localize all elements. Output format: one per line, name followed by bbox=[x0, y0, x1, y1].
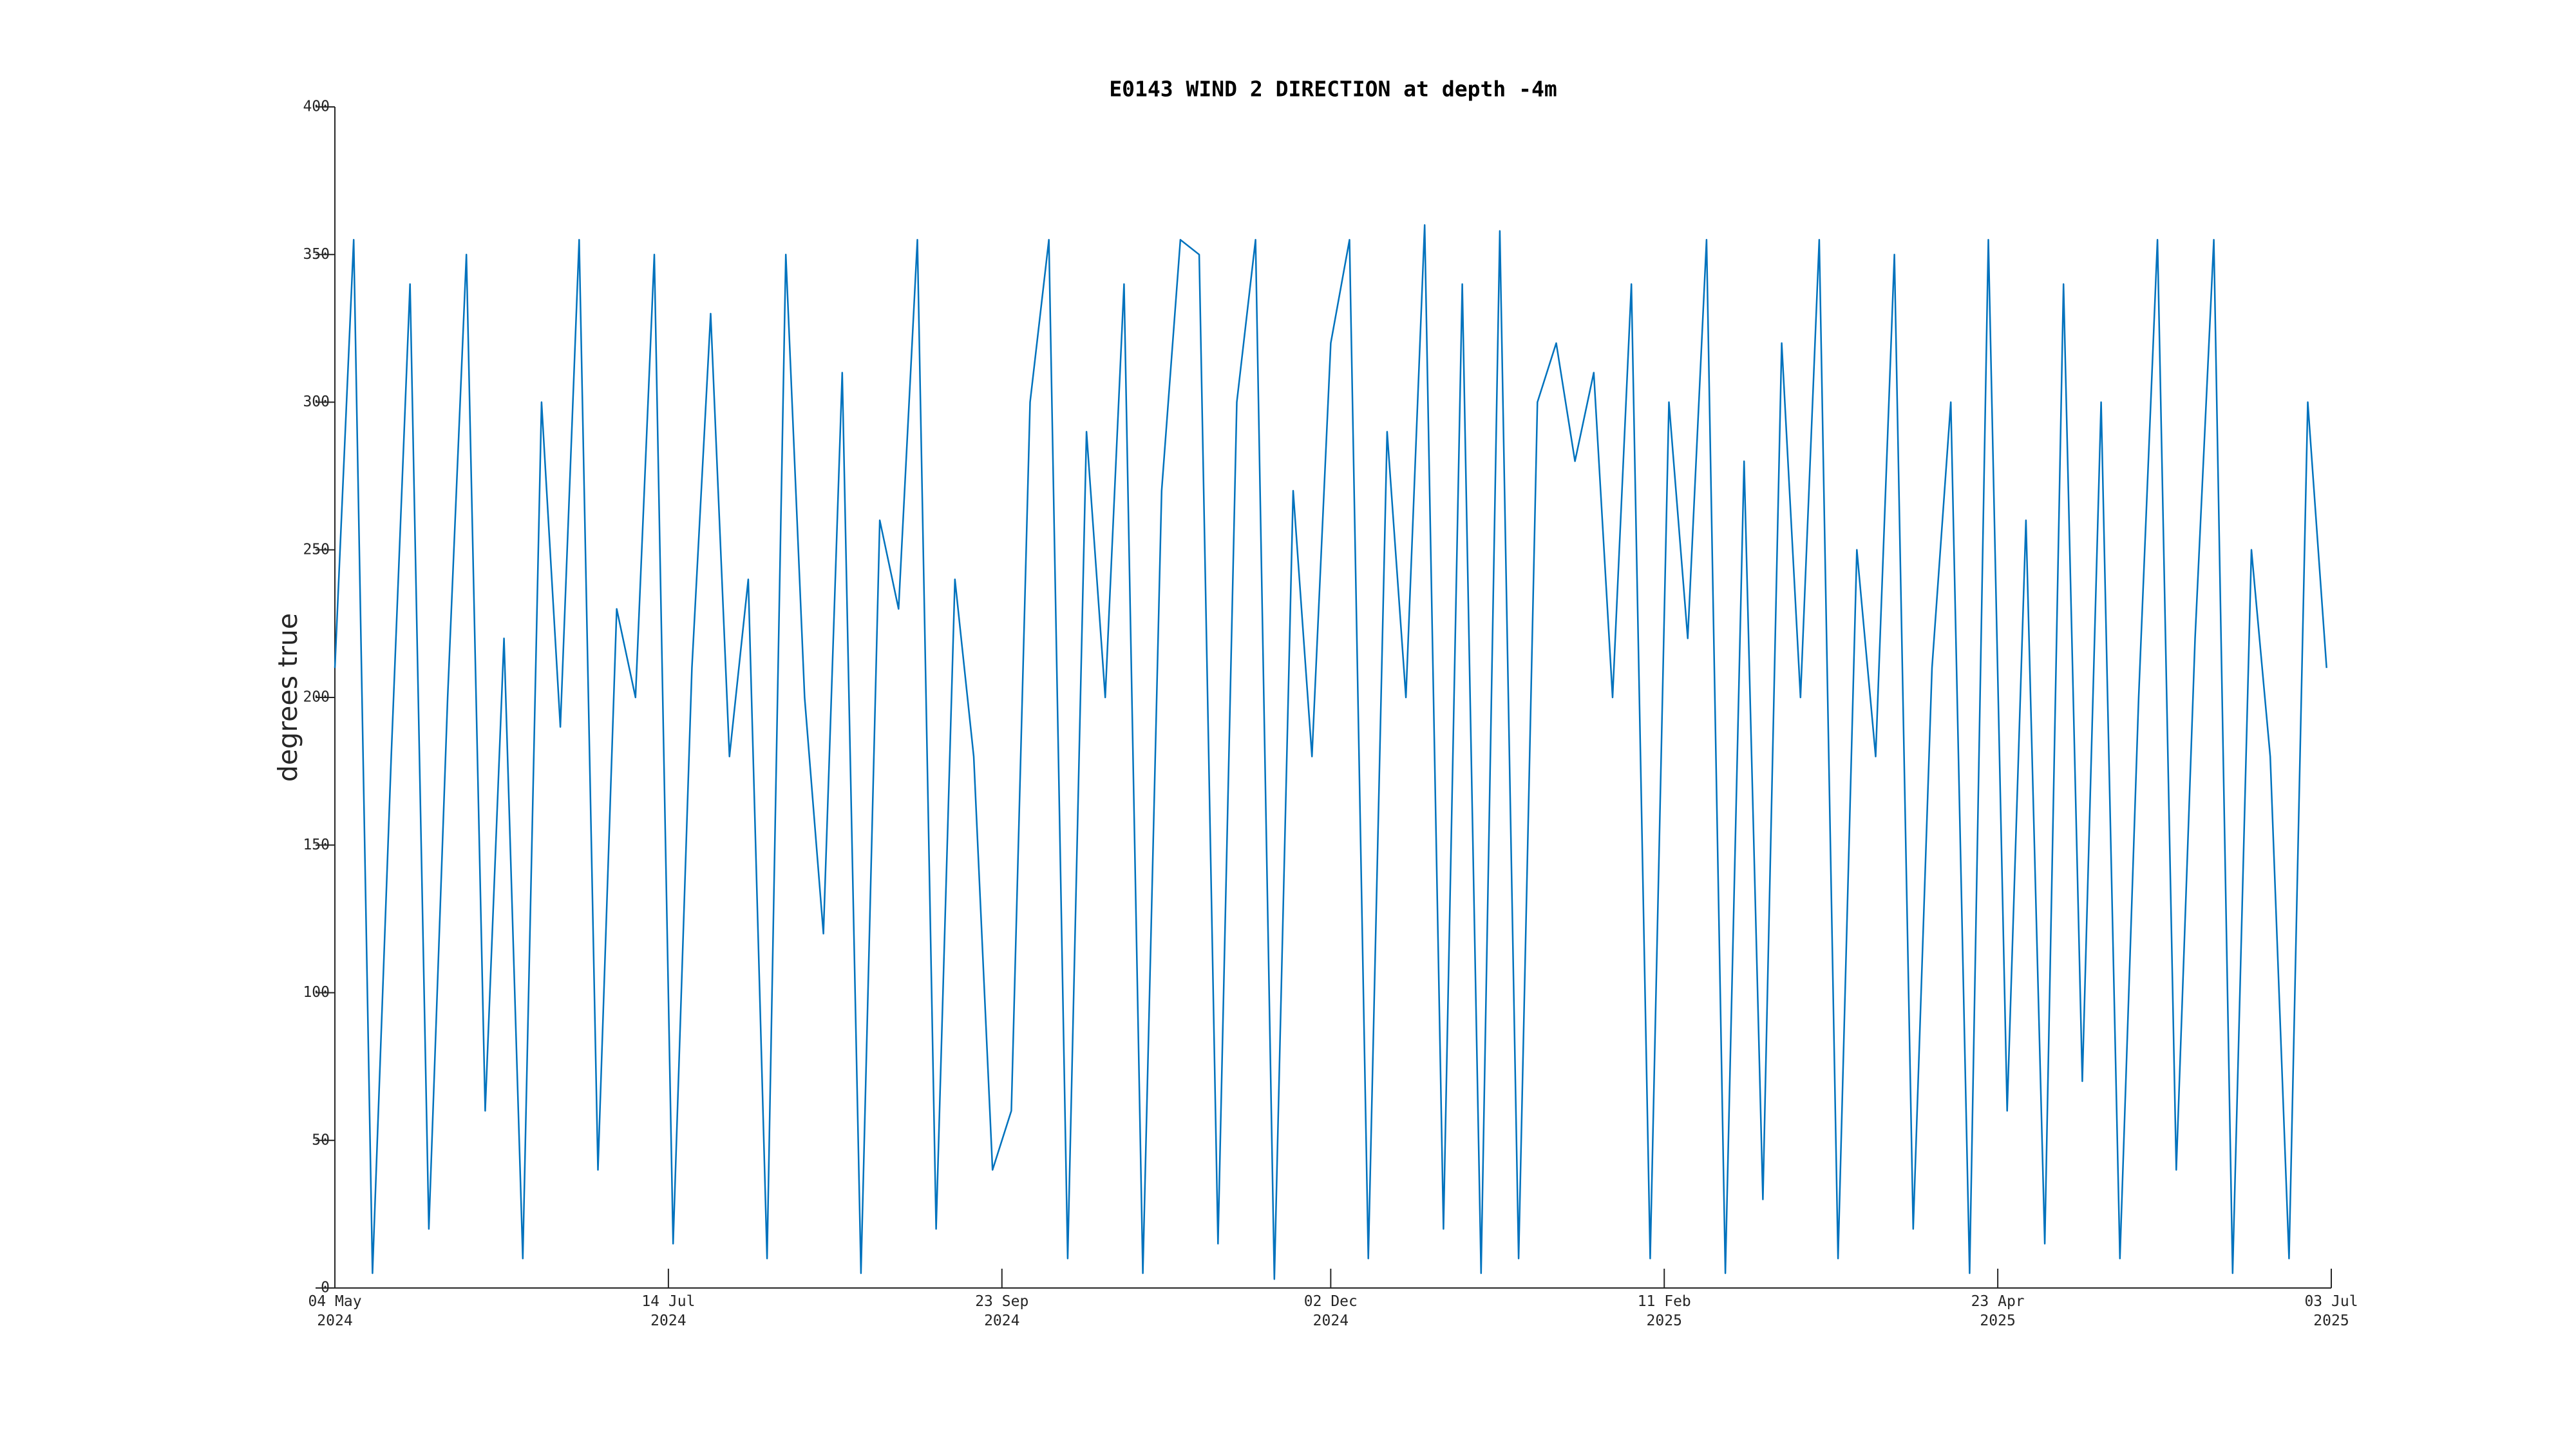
x-tick-label-line: 14 Jul bbox=[641, 1293, 695, 1310]
y-tick-label: 350 bbox=[303, 246, 330, 263]
y-axis-label: degrees true bbox=[272, 613, 303, 782]
y-tick-label: 400 bbox=[303, 99, 330, 115]
y-tick-label: 100 bbox=[303, 984, 330, 1001]
x-tick-label-line: 03 Jul bbox=[2304, 1293, 2358, 1310]
chart-title: E0143 WIND 2 DIRECTION at depth -4m bbox=[1109, 77, 1557, 102]
x-tick-label: 02 Dec 2024 bbox=[1304, 1293, 1358, 1329]
x-tick-label-line: 2025 bbox=[1980, 1312, 2015, 1329]
x-tick-label: 04 May 2024 bbox=[308, 1293, 361, 1329]
x-tick-label-line: 2025 bbox=[2313, 1312, 2349, 1329]
x-tick-label-line: 2024 bbox=[317, 1312, 352, 1329]
y-tick-label: 0 bbox=[321, 1280, 330, 1296]
y-tick-label: 200 bbox=[303, 689, 330, 706]
data-line bbox=[334, 224, 2327, 1280]
y-tick-label: 250 bbox=[303, 541, 330, 558]
x-tick-label: 14 Jul 2024 bbox=[641, 1293, 695, 1329]
x-tick-label: 03 Jul 2025 bbox=[2304, 1293, 2358, 1329]
x-tick-label-line: 2024 bbox=[1313, 1312, 1349, 1329]
x-tick-label: 23 Apr 2025 bbox=[1971, 1293, 2025, 1329]
x-tick-label-line: 11 Feb bbox=[1638, 1293, 1691, 1310]
x-tick-label-line: 2025 bbox=[1647, 1312, 1682, 1329]
x-tick-label-line: 02 Dec bbox=[1304, 1293, 1358, 1310]
x-tick-label: 11 Feb 2025 bbox=[1638, 1293, 1691, 1329]
x-tick-label-line: 2024 bbox=[984, 1312, 1019, 1329]
y-tick-label: 300 bbox=[303, 393, 330, 410]
y-tick-label: 50 bbox=[312, 1132, 330, 1148]
x-tick-label-line: 23 Sep bbox=[975, 1293, 1028, 1310]
x-tick-label-line: 23 Apr bbox=[1971, 1293, 2025, 1310]
y-tick-label: 150 bbox=[303, 837, 330, 853]
x-tick-label-line: 2024 bbox=[650, 1312, 686, 1329]
x-tick-label-line: 04 May bbox=[308, 1293, 361, 1310]
x-tick-label: 23 Sep 2024 bbox=[975, 1293, 1028, 1329]
